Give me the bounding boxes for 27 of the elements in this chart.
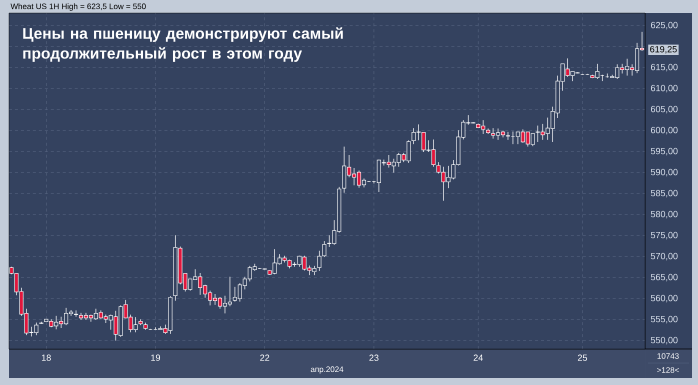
y-tick-label: 625,00 bbox=[650, 22, 678, 30]
y-tick-label: 575,00 bbox=[650, 232, 678, 240]
y-tick-label: 580,00 bbox=[650, 210, 678, 218]
y-tick-label: 560,00 bbox=[650, 294, 678, 302]
y-tick-label: 585,00 bbox=[650, 190, 678, 198]
y-tick-label: 550,00 bbox=[650, 336, 678, 344]
y-tick-label: 615,00 bbox=[650, 64, 678, 72]
y-tick-label: 605,00 bbox=[650, 106, 678, 114]
x-tick-label: 23 bbox=[369, 354, 379, 361]
y-tick-label: 555,00 bbox=[650, 316, 678, 324]
text: 619,25 bbox=[650, 46, 677, 54]
candlestick bbox=[74, 310, 78, 318]
x-tick-label: 18 bbox=[42, 354, 51, 361]
text: Цены на пшеницу демонстрируют самый продолжительный рост в этом году bbox=[23, 27, 343, 62]
x-tick-label: 24 bbox=[474, 354, 483, 361]
y-tick-label: 570,00 bbox=[650, 252, 678, 260]
y-tick-label: 565,00 bbox=[650, 274, 678, 282]
x-tick-label: 22 bbox=[260, 354, 270, 361]
y-tick-label: 595,00 bbox=[650, 148, 678, 156]
x-tick-label: 19 bbox=[151, 354, 160, 361]
x-tick-label: 25 bbox=[578, 354, 588, 361]
y-tick-label: 600,00 bbox=[650, 126, 678, 134]
y-tick-label: 590,00 bbox=[650, 168, 678, 176]
y-tick-label: 610,00 bbox=[650, 84, 678, 92]
candlestick bbox=[322, 240, 326, 258]
candlestick bbox=[506, 132, 510, 140]
candlestick bbox=[317, 250, 322, 272]
